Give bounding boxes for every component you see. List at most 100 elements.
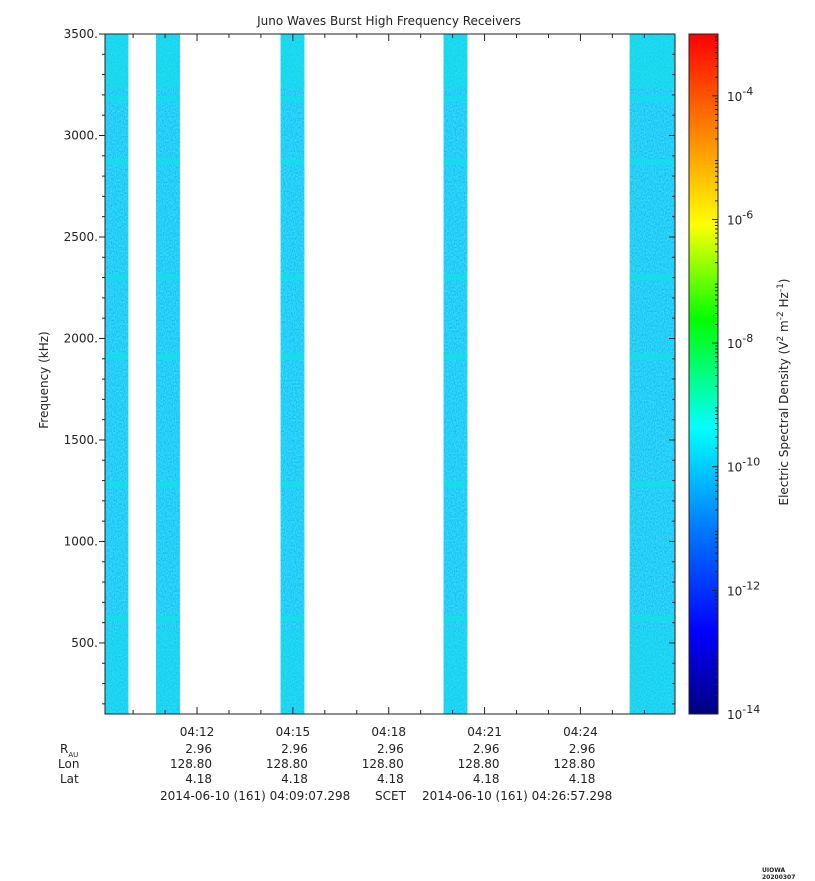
enhanced-band bbox=[443, 353, 468, 360]
enhanced-band bbox=[280, 615, 305, 622]
enhanced-band bbox=[156, 274, 180, 281]
enhanced-band bbox=[629, 158, 675, 165]
enhanced-band bbox=[443, 481, 468, 488]
burst-bottom-glow bbox=[105, 629, 129, 714]
colorbar-tick-label: 10-6 bbox=[727, 208, 753, 227]
burst-column-1 bbox=[105, 34, 129, 714]
burst-column-2 bbox=[156, 34, 180, 714]
footer-scet: SCET bbox=[375, 789, 406, 803]
colorbar-tick-label: 10-12 bbox=[727, 579, 760, 598]
enhanced-band bbox=[629, 353, 675, 360]
enhanced-band bbox=[105, 615, 129, 622]
burst-bottom-glow bbox=[629, 629, 675, 714]
enhanced-band bbox=[156, 615, 180, 622]
y-tick-label: 2500. bbox=[64, 230, 98, 244]
burst-columns bbox=[105, 34, 675, 714]
x-tick-label: 04:24 bbox=[563, 725, 598, 739]
x-tick-label: 04:12 bbox=[180, 725, 215, 739]
burst-column-3 bbox=[280, 34, 305, 714]
burst-top-glow bbox=[105, 34, 129, 89]
enhanced-band bbox=[629, 615, 675, 622]
burst-bottom-glow bbox=[280, 629, 305, 714]
ephem-lon-value: 128.80 bbox=[457, 757, 500, 771]
enhanced-band bbox=[156, 353, 180, 360]
enhanced-band bbox=[443, 615, 468, 622]
version-stamp: UIOWA 20200307 bbox=[762, 867, 796, 881]
burst-column-4 bbox=[443, 34, 468, 714]
burst-top-glow bbox=[156, 34, 180, 89]
footer-start-time: 2014-06-10 (161) 04:09:07.298 bbox=[160, 789, 351, 803]
x-tick-label: 04:15 bbox=[276, 725, 311, 739]
ephem-label-lon: Lon bbox=[58, 757, 80, 771]
colorbar bbox=[688, 33, 719, 715]
enhanced-band bbox=[629, 274, 675, 281]
y-tick-label: 1000. bbox=[64, 534, 98, 548]
ephem-r-value: 2.96 bbox=[281, 742, 308, 756]
burst-noise bbox=[629, 34, 675, 714]
enhanced-band bbox=[105, 274, 129, 281]
enhanced-band bbox=[280, 353, 305, 360]
chart-title: Juno Waves Burst High Frequency Receiver… bbox=[256, 14, 521, 28]
colorbar-tick-label: 10-14 bbox=[727, 703, 760, 722]
enhanced-band bbox=[105, 158, 129, 165]
y-tick-label: 2000. bbox=[64, 331, 98, 345]
colorbar-tick-label: 10-10 bbox=[727, 456, 760, 475]
plot-frame bbox=[104, 33, 676, 715]
ephem-r-value: 2.96 bbox=[472, 742, 500, 756]
ephem-r-value: 2.96 bbox=[568, 742, 596, 756]
ephem-r-value: 2.96 bbox=[185, 742, 213, 756]
x-tick-label: 04:18 bbox=[371, 725, 406, 739]
enhanced-band bbox=[156, 95, 180, 102]
burst-top-glow bbox=[629, 34, 675, 89]
ephem-label-lat: Lat bbox=[60, 772, 79, 786]
footer-end-time: 2014-06-10 (161) 04:26:57.298 bbox=[422, 789, 613, 803]
burst-bottom-glow bbox=[443, 629, 468, 714]
enhanced-band bbox=[280, 95, 305, 102]
ephem-r-subscript: AU bbox=[68, 751, 79, 759]
y-tick-label: 3500. bbox=[64, 27, 98, 41]
colorbar-tick-label: 10-4 bbox=[727, 85, 753, 104]
burst-top-glow bbox=[280, 34, 305, 89]
burst-noise bbox=[443, 34, 468, 714]
burst-noise bbox=[105, 34, 129, 714]
enhanced-band bbox=[629, 95, 675, 102]
ephem-label-r: RAU bbox=[60, 742, 79, 759]
enhanced-band bbox=[280, 481, 305, 488]
colorbar-tick-label: 10-8 bbox=[727, 332, 753, 351]
ephem-lon-value: 128.80 bbox=[265, 757, 308, 771]
ephem-lat-value: 4.18 bbox=[281, 772, 308, 786]
y-tick-label: 1500. bbox=[64, 433, 98, 447]
ephem-lat-value: 4.18 bbox=[568, 772, 596, 786]
burst-noise bbox=[280, 34, 305, 714]
y-tick-label: 500. bbox=[71, 636, 98, 650]
enhanced-band bbox=[280, 158, 305, 165]
ephem-r-value: 2.96 bbox=[377, 742, 404, 756]
ephem-lat-value: 4.18 bbox=[377, 772, 404, 786]
enhanced-band bbox=[629, 481, 675, 488]
ephem-lon-value: 128.80 bbox=[361, 757, 404, 771]
enhanced-band bbox=[443, 158, 468, 165]
x-tick-label: 04:21 bbox=[467, 725, 502, 739]
ephem-lon-value: 128.80 bbox=[553, 757, 596, 771]
y-tick-label: 3000. bbox=[64, 128, 98, 142]
enhanced-band bbox=[280, 274, 305, 281]
enhanced-band bbox=[156, 481, 180, 488]
colorbar-axis: 10-4 10-6 10-8 10-10 10-12 10-14 bbox=[712, 36, 760, 722]
ephem-lon-value: 128.80 bbox=[170, 757, 213, 771]
colorbar-label: Electric Spectral Density (V2 m-2 Hz-1) bbox=[776, 278, 791, 505]
burst-column-5 bbox=[629, 34, 675, 714]
enhanced-band bbox=[443, 95, 468, 102]
x-axis: 04:12 04:15 04:18 04:21 04:24 bbox=[132, 34, 645, 739]
burst-bottom-glow bbox=[156, 629, 180, 714]
enhanced-band bbox=[105, 353, 129, 360]
burst-top-glow bbox=[443, 34, 468, 89]
enhanced-band bbox=[156, 158, 180, 165]
enhanced-band bbox=[105, 481, 129, 488]
enhanced-band bbox=[105, 95, 129, 102]
burst-noise bbox=[156, 34, 180, 714]
y-axis-label: Frequency (kHz) bbox=[37, 331, 51, 428]
enhanced-band bbox=[443, 274, 468, 281]
y-axis: 3500. 3000. 2500. 2000. 1500. 1000. 500. bbox=[64, 27, 675, 705]
ephem-lat-value: 4.18 bbox=[185, 772, 213, 786]
